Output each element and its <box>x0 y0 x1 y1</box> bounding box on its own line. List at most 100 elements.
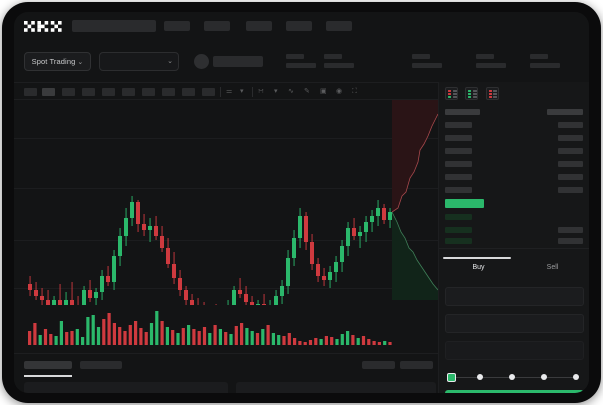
pair-name-label <box>213 56 263 67</box>
amount-percent-slider[interactable] <box>447 372 582 382</box>
candlestick-series <box>28 196 392 305</box>
timeframe-button-2[interactable] <box>42 88 55 96</box>
orderbook-bid-price[interactable] <box>445 214 472 220</box>
stat-label <box>412 54 430 59</box>
orderbook-bid-price[interactable] <box>445 227 472 233</box>
price-input[interactable] <box>445 287 584 306</box>
tab-sell[interactable]: Sell <box>546 264 559 271</box>
nav-item-1[interactable] <box>164 21 190 31</box>
orders-action-2[interactable] <box>400 361 433 369</box>
orderbook-header-price <box>445 109 480 115</box>
timeframe-button-6[interactable] <box>122 88 135 96</box>
orderbook-ask-price[interactable] <box>445 122 472 128</box>
orderbook-ask-price[interactable] <box>445 135 472 141</box>
market-stat-2 <box>324 54 354 68</box>
submit-buy-button[interactable] <box>445 390 584 393</box>
pencil-icon[interactable]: ✎ <box>304 88 310 95</box>
slider-stop-2[interactable] <box>477 374 483 380</box>
line-tool-icon[interactable]: ∿ <box>288 88 294 95</box>
orders-tab-1[interactable] <box>24 361 72 369</box>
orderbook-view-modes <box>445 87 502 105</box>
volume-chart <box>14 305 438 353</box>
search-input[interactable] <box>72 20 156 32</box>
orderbook-ask-amount[interactable] <box>558 161 583 167</box>
stat-value <box>476 63 506 68</box>
indicator-icon[interactable]: ∺ <box>258 88 264 95</box>
orderbook-asks-icon[interactable] <box>485 87 499 100</box>
timeframe-button-1[interactable] <box>24 88 37 96</box>
orders-action-1[interactable] <box>362 361 395 369</box>
active-tab-indicator <box>24 375 72 377</box>
stat-value <box>324 63 354 68</box>
depth-chart-overlay <box>392 100 438 300</box>
orders-empty-panel-2 <box>236 382 436 393</box>
okx-logo-icon[interactable] <box>24 21 62 32</box>
orderbook-ask-price[interactable] <box>445 148 472 154</box>
top-navigation-bar <box>14 12 589 40</box>
orderbook-ask-price[interactable] <box>445 187 472 193</box>
tab-buy[interactable]: Buy <box>472 264 485 271</box>
nav-item-2[interactable] <box>204 21 230 31</box>
app-screen: Spot Trading ⌄ ⌄ <box>14 12 589 393</box>
orderbook-both-icon[interactable] <box>445 87 458 100</box>
orderbook-bid-price[interactable] <box>445 238 472 244</box>
slider-handle[interactable] <box>447 373 456 382</box>
slider-stop-4[interactable] <box>541 374 547 380</box>
orderbook-trade-panel: Buy Sell <box>438 82 589 393</box>
settings-icon[interactable]: ◉ <box>336 88 343 95</box>
panel-divider <box>439 248 589 249</box>
orderbook-ask-amount[interactable] <box>558 187 583 193</box>
market-type-label: Spot Trading <box>31 57 76 66</box>
market-stat-3 <box>412 54 442 68</box>
timeframe-button-8[interactable] <box>162 88 175 96</box>
timeframe-button-9[interactable] <box>182 88 195 96</box>
timeframe-button-10[interactable] <box>202 88 215 96</box>
nav-item-3[interactable] <box>246 21 272 31</box>
camera-icon[interactable]: ▣ <box>320 88 327 95</box>
orderbook-ask-price[interactable] <box>445 174 472 180</box>
price-chart[interactable] <box>14 100 438 305</box>
timeframe-button-4[interactable] <box>82 88 95 96</box>
orders-tab-2[interactable] <box>80 361 122 369</box>
orders-empty-panel-1 <box>24 382 228 393</box>
toolbar-divider <box>252 87 253 97</box>
stat-label <box>324 54 342 59</box>
stat-label <box>530 54 548 59</box>
slider-stop-5[interactable] <box>573 374 579 380</box>
orderbook-ask-price[interactable] <box>445 161 472 167</box>
chevron-down-icon: ⌄ <box>77 59 84 66</box>
timeframe-button-7[interactable] <box>142 88 155 96</box>
timeframe-button-5[interactable] <box>102 88 115 96</box>
chevron-down-icon[interactable]: ▾ <box>274 88 278 95</box>
stat-value <box>530 63 560 68</box>
orders-panel <box>14 353 438 393</box>
market-stat-1 <box>286 54 316 68</box>
market-stat-4 <box>476 54 506 68</box>
orderbook-ask-amount[interactable] <box>558 122 583 128</box>
timeframe-button-3[interactable] <box>62 88 75 96</box>
orderbook-bids-icon[interactable] <box>465 87 479 100</box>
trading-pair-select[interactable]: ⌄ <box>99 52 179 71</box>
orderbook-ask-amount[interactable] <box>558 148 583 154</box>
orderbook-bid-amount[interactable] <box>558 238 583 244</box>
market-stat-5 <box>530 54 560 68</box>
chevron-down-icon[interactable]: ▾ <box>240 88 244 95</box>
orderbook-bid-amount[interactable] <box>558 227 583 233</box>
stat-label <box>286 54 304 59</box>
orderbook-ask-amount[interactable] <box>558 135 583 141</box>
candle-type-icon[interactable]: ⚌ <box>226 88 233 95</box>
active-trade-tab-indicator <box>443 257 511 259</box>
fullscreen-icon[interactable]: ⛶ <box>352 88 357 95</box>
market-sub-header: Spot Trading ⌄ ⌄ <box>14 40 589 82</box>
slider-stop-3[interactable] <box>509 374 515 380</box>
orderbook-ask-amount[interactable] <box>558 174 583 180</box>
total-input[interactable] <box>445 341 584 360</box>
stat-value <box>286 63 316 68</box>
chevron-down-icon: ⌄ <box>167 58 173 65</box>
nav-item-5[interactable] <box>326 21 352 31</box>
market-type-dropdown[interactable]: Spot Trading ⌄ <box>24 52 91 71</box>
stat-value <box>412 63 442 68</box>
amount-input[interactable] <box>445 314 584 333</box>
nav-item-4[interactable] <box>286 21 312 31</box>
volume-series <box>28 311 392 345</box>
